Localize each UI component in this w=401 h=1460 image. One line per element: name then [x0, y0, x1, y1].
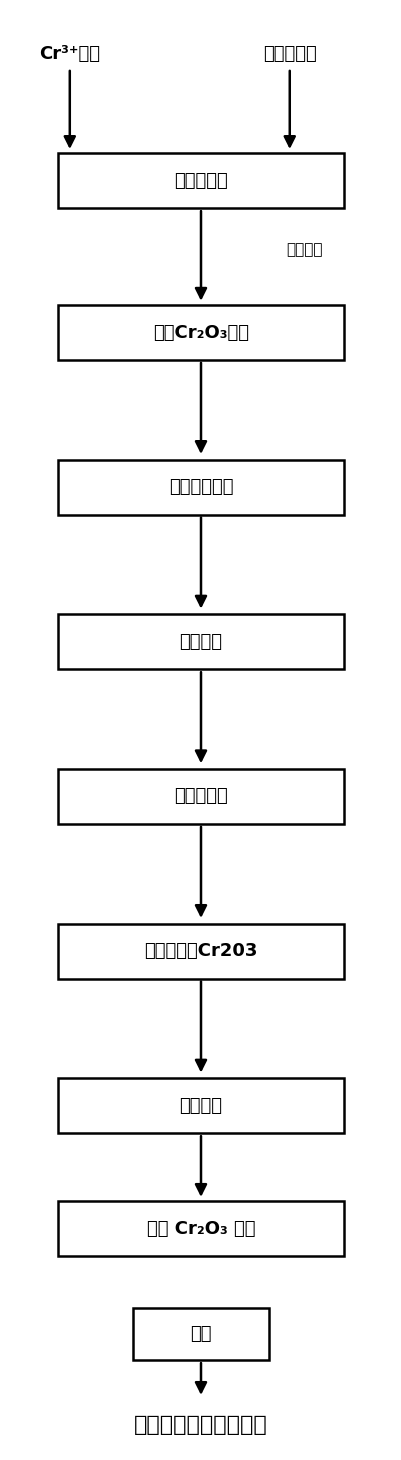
Text: Cr³⁺溶液: Cr³⁺溶液	[39, 45, 100, 63]
Text: 抽真空干燥: 抽真空干燥	[174, 787, 227, 806]
FancyBboxPatch shape	[58, 1202, 343, 1256]
Text: 活性剂溶液: 活性剂溶液	[174, 172, 227, 190]
Text: 高温煅烧: 高温煅烧	[179, 1096, 222, 1115]
FancyBboxPatch shape	[58, 153, 343, 209]
FancyBboxPatch shape	[133, 1308, 268, 1361]
Text: 高速离心分离: 高速离心分离	[168, 479, 233, 496]
FancyBboxPatch shape	[58, 1079, 343, 1133]
FancyBboxPatch shape	[58, 769, 343, 823]
FancyBboxPatch shape	[58, 460, 343, 514]
Text: 水合Cr₂O₃浆料: 水合Cr₂O₃浆料	[153, 324, 248, 342]
FancyBboxPatch shape	[58, 924, 343, 978]
Text: 成型: 成型	[190, 1326, 211, 1343]
Text: 无定型水合Cr203: 无定型水合Cr203	[144, 942, 257, 961]
Text: 纳米 Cr₂O₃ 粉体: 纳米 Cr₂O₃ 粉体	[146, 1219, 255, 1238]
Text: 稀氨水溶液: 稀氨水溶液	[262, 45, 316, 63]
Text: 纳米二氧化二铬催化剂: 纳米二氧化二铬催化剂	[134, 1415, 267, 1435]
FancyBboxPatch shape	[58, 305, 343, 361]
Text: 共沸蒸馏: 共沸蒸馏	[179, 632, 222, 651]
FancyBboxPatch shape	[58, 615, 343, 669]
Text: 恒温搅拌: 恒温搅拌	[285, 242, 322, 257]
